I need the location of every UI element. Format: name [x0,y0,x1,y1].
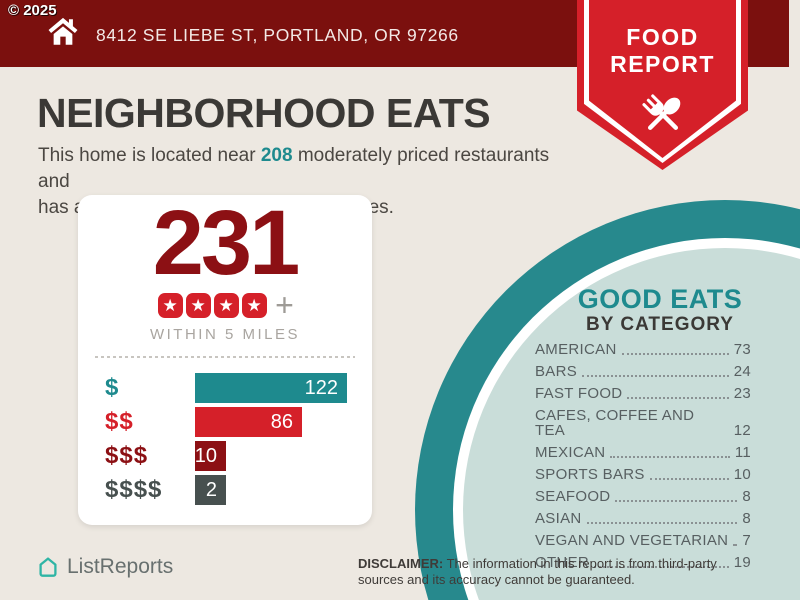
price-tier-label: $$$$ [105,476,163,503]
category-label: BARS [535,363,578,380]
category-count: 8 [742,510,751,527]
category-label: FAST FOOD [535,385,623,402]
good-eats-heading: GOOD EATS [577,284,743,314]
price-tier-label: $$ [105,408,134,435]
category-label: OTHER [535,554,589,571]
dashed-divider [95,356,355,358]
price-bar-value: 2 [205,478,217,501]
category-count: 7 [742,532,751,549]
page-title: NEIGHBORHOOD EATS [37,90,491,136]
property-address: 8412 SE LIEBE ST, PORTLAND, OR 97266 [96,25,459,45]
stats-card: 231 ★ ★ ★ ★ + WITHIN 5 MILES $122 $$ 86 $$$ 10 $… [78,195,372,525]
restaurant-count-highlight: 208 [260,145,293,166]
badge-title-line1: FOOD [626,24,699,50]
price-bar-chart: $122 $$ 86 $$$ 10 $$$$ 2 [78,371,372,505]
price-tier-label: $$$ [105,442,149,469]
category-label: ASIAN [535,510,582,527]
category-count: 12 [733,422,751,439]
category-row: SEAFOOD 8 [535,489,751,504]
star-icon: ★ [241,292,267,318]
dotted-leader [627,397,729,399]
category-label: SEAFOOD [535,488,611,505]
star-icon: ★ [157,292,183,318]
copyright-text: © 2025 [8,2,57,19]
intro-text-part: This home is located near [38,145,261,166]
dotted-leader [615,500,738,502]
dotted-leader [582,375,729,377]
radius-caption: WITHIN 5 MILES [149,326,300,343]
listreports-house-icon [36,555,60,579]
price-bar-value: 10 [194,444,217,467]
disclaimer-text: The information in this report is from t… [358,556,717,587]
intro-text-part: moderately priced restaurants and [38,145,550,192]
badge-title-line2: REPORT [610,51,715,77]
category-row: VEGAN AND VEGETARIAN 7 [535,533,751,548]
category-row: CAFES, COFFEE AND TEA 12 [535,408,751,438]
price-bar-row: $$$$ 2 [105,475,372,505]
price-bar-row: $$ 86 [105,407,372,437]
category-label: AMERICAN [535,341,617,358]
plus-sign: + [275,287,294,323]
category-label: SPORTS BARS [535,466,645,483]
price-bar: 10 [195,441,226,471]
listreports-wordmark: ListReports [67,555,174,578]
category-row: FAST FOOD 23 [535,386,751,401]
category-row: SPORTS BARS 10 [535,467,751,482]
stars-row: ★ ★ ★ ★ + [78,287,372,323]
dotted-leader [649,478,729,480]
category-row: AMERICAN 73 [535,342,751,357]
good-eats-circle: GOOD EATS BY CATEGORY AMERICAN 73 BARS 24 FA… [463,248,800,600]
dotted-leader [610,456,730,458]
category-row: MEXICAN 11 [535,445,751,460]
food-report-badge: FOOD REPORT [577,0,748,170]
category-count: 73 [733,341,751,358]
total-restaurant-count: 231 [152,192,301,294]
dotted-leader [586,522,738,524]
dotted-leader [621,353,729,355]
category-row: ASIAN 8 [535,511,751,526]
price-bar: 86 [195,407,302,437]
star-icon: ★ [213,292,239,318]
category-count: 8 [742,488,751,505]
category-label: CAFES, COFFEE AND TEA [535,407,695,439]
category-row: BARS 24 [535,364,751,379]
price-bar-value: 86 [270,410,293,433]
star-icon: ★ [185,292,211,318]
category-count: 10 [733,466,751,483]
price-tier-label: $ [105,374,120,401]
category-label: MEXICAN [535,444,606,461]
price-bar: 122 [195,373,347,403]
crossed-utensils-icon [634,84,692,142]
category-count: 19 [733,554,751,571]
home-icon [46,15,80,49]
category-count: 11 [734,444,751,461]
dotted-leader [594,566,729,568]
star-rating: ★ ★ ★ ★ [156,292,268,318]
category-label: VEGAN AND VEGETARIAN [535,532,729,549]
category-count: 23 [733,385,751,402]
dotted-leader [733,544,738,546]
category-count: 24 [733,363,751,380]
listreports-logo: ListReports [36,555,173,579]
disclaimer-label: DISCLAIMER: [358,556,444,571]
category-row: OTHER 19 [535,555,751,570]
disclaimer: DISCLAIMER: The information in this repo… [358,556,758,587]
good-eats-subheading: BY CATEGORY [586,314,734,335]
price-bar-row: $122 [105,373,372,403]
price-bar: 2 [195,475,226,505]
category-list: AMERICAN 73 BARS 24 FAST FOOD 23 CAFES, COFFEE… [535,342,751,577]
price-bar-value: 122 [304,376,338,399]
price-bar-row: $$$ 10 [105,441,372,471]
